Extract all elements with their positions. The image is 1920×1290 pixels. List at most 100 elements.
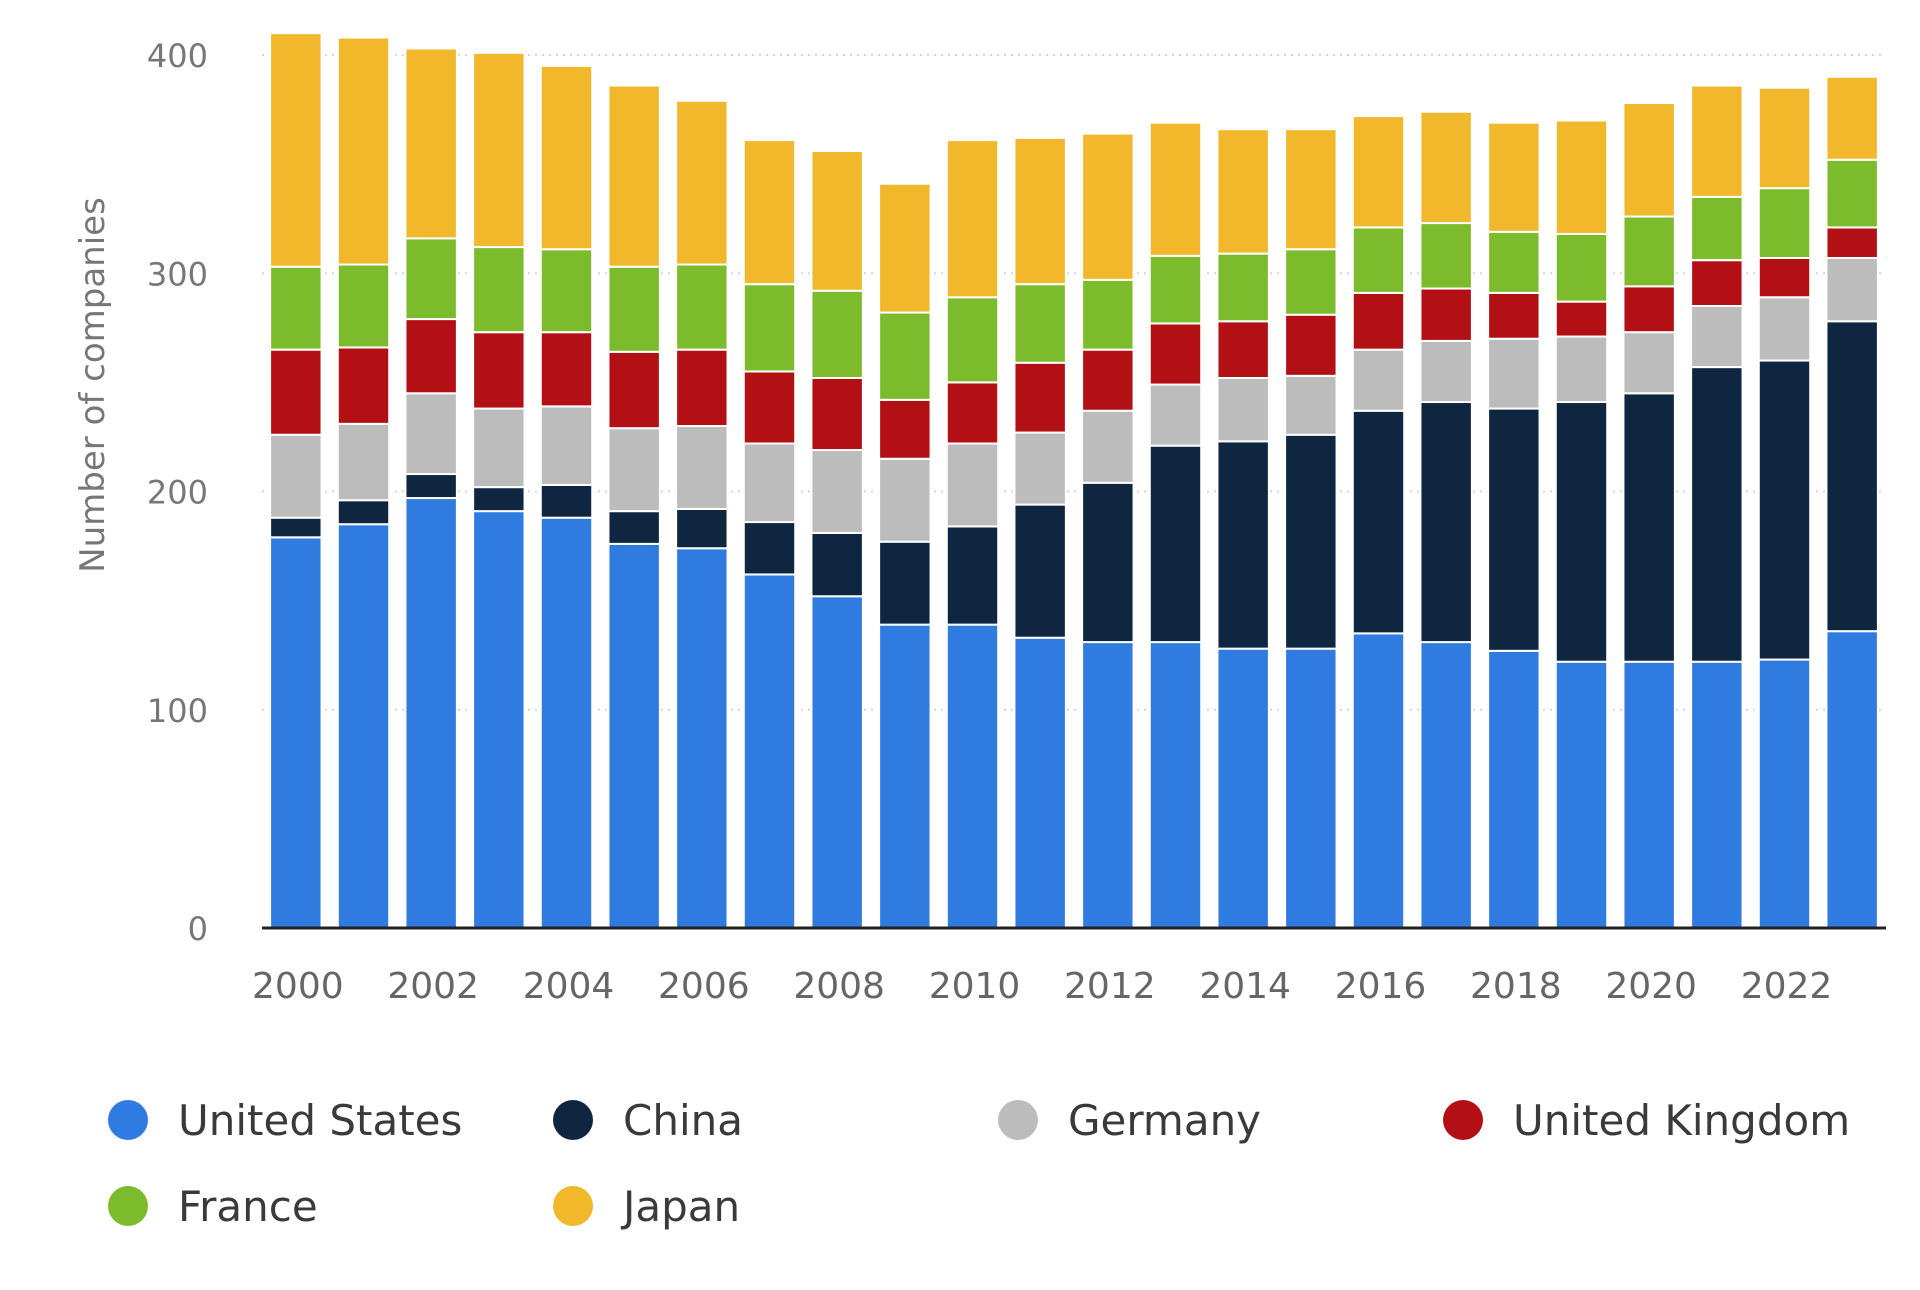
- bar-segment: [1013, 636, 1067, 929]
- bar-segment: [945, 139, 1000, 299]
- bar-segment: [404, 392, 458, 476]
- bar-segment: [742, 283, 797, 373]
- bar-segment: [742, 370, 797, 445]
- bar-segment: [1284, 128, 1338, 251]
- bar-segment: [472, 331, 526, 410]
- bar-segment: [1622, 392, 1676, 663]
- bar-segment: [404, 473, 458, 500]
- bar-segment: [472, 407, 526, 489]
- x-tick-label: 2008: [793, 966, 885, 1007]
- x-tick-label: 2020: [1605, 966, 1697, 1007]
- bar-segment: [607, 542, 661, 929]
- x-tick-label: 2018: [1470, 966, 1562, 1007]
- bar-segment: [1284, 433, 1338, 650]
- bar-segment: [1554, 335, 1609, 404]
- bar-segment: [1690, 304, 1744, 369]
- bar-segment: [878, 398, 932, 460]
- bar-segment: [1013, 361, 1067, 434]
- bar-segment: [336, 422, 391, 502]
- legend-swatch-icon: [553, 1100, 593, 1140]
- bar-segment: [1825, 158, 1879, 229]
- bar-segment: [1757, 187, 1812, 259]
- bar-segment: [607, 265, 661, 353]
- bar-segment: [1013, 431, 1067, 506]
- bar-segment: [539, 331, 594, 408]
- bar-segment: [1284, 647, 1338, 929]
- bar-segment: [607, 350, 661, 430]
- bar-segment: [607, 510, 661, 545]
- bar-segment: [1554, 119, 1609, 235]
- legend-item[interactable]: Germany: [998, 1090, 1261, 1150]
- legend-swatch-icon: [553, 1186, 593, 1226]
- bar-segment: [1757, 296, 1812, 362]
- bar-segment: [1419, 641, 1473, 930]
- bar-segment: [945, 296, 1000, 384]
- legend-label: United States: [178, 1095, 463, 1145]
- bar-segment: [1554, 232, 1609, 303]
- legend-label: Japan: [623, 1181, 741, 1231]
- bar-segment: [1081, 481, 1135, 644]
- bar-segment: [336, 523, 391, 929]
- bar-segment: [269, 32, 323, 268]
- bar-segment: [1825, 256, 1879, 323]
- bar-segment: [336, 499, 391, 526]
- bar-segment: [539, 516, 594, 929]
- bar-segment: [675, 547, 729, 929]
- x-tick-label: 2002: [387, 966, 479, 1007]
- bar-segment: [1148, 444, 1203, 644]
- bar-segment: [1622, 331, 1676, 395]
- bar-segment: [1013, 503, 1067, 639]
- bar-segment: [1216, 647, 1270, 929]
- bar-segment: [1757, 256, 1812, 299]
- x-tick-label: 2012: [1064, 966, 1156, 1007]
- legend-swatch-icon: [108, 1100, 148, 1140]
- legend-item[interactable]: China: [553, 1090, 743, 1150]
- legend-item[interactable]: Japan: [553, 1176, 740, 1236]
- bar-segment: [1487, 337, 1541, 410]
- y-tick-label: 300: [147, 255, 208, 293]
- bar-segment: [742, 521, 797, 576]
- bar-segment: [539, 483, 594, 519]
- bar-segment: [878, 182, 932, 314]
- bar-segment: [810, 595, 864, 929]
- x-tick-label: 2014: [1199, 966, 1291, 1007]
- bar-segment: [1013, 136, 1067, 286]
- y-tick-label: 200: [147, 474, 208, 512]
- bar-segment: [1487, 407, 1541, 652]
- bar-segment: [1757, 658, 1812, 929]
- bar-segment: [675, 425, 729, 510]
- bar-segment: [1148, 322, 1203, 386]
- bar-segment: [1419, 401, 1473, 644]
- bar-segment: [1690, 195, 1744, 262]
- x-tick-label: 2016: [1335, 966, 1427, 1007]
- bar-segment: [1622, 660, 1676, 929]
- legend-item[interactable]: United Kingdom: [1443, 1090, 1850, 1150]
- bar-segment: [810, 531, 864, 598]
- bar-segment: [742, 573, 797, 929]
- bar-segment: [1690, 366, 1744, 663]
- bar-segment: [1148, 254, 1203, 325]
- bar-segment: [1081, 409, 1135, 484]
- bar-segment: [742, 442, 797, 524]
- bar-segment: [810, 150, 864, 292]
- bar-segment: [1757, 359, 1812, 661]
- bar-segment: [675, 263, 729, 351]
- y-tick-label: 400: [147, 37, 208, 75]
- bar-segment: [1554, 401, 1609, 663]
- bar-segment: [1013, 283, 1067, 364]
- legend: United States China Germany United Kingdom F…: [108, 1090, 1888, 1270]
- x-tick-label: 2000: [252, 966, 344, 1007]
- bar-segment: [1554, 660, 1609, 929]
- bar-segment: [675, 348, 729, 428]
- legend-item[interactable]: France: [108, 1176, 318, 1236]
- bar-segment: [1622, 102, 1676, 218]
- x-tick-label: 2004: [523, 966, 615, 1007]
- bar-segment: [269, 516, 323, 539]
- bar-segment: [810, 377, 864, 452]
- bar-segment: [1081, 278, 1135, 351]
- bar-segment: [1081, 132, 1135, 281]
- bar-segment: [810, 289, 864, 380]
- legend-item[interactable]: United States: [108, 1090, 462, 1150]
- bar-segment: [1419, 222, 1473, 290]
- bar-segment: [1284, 248, 1338, 316]
